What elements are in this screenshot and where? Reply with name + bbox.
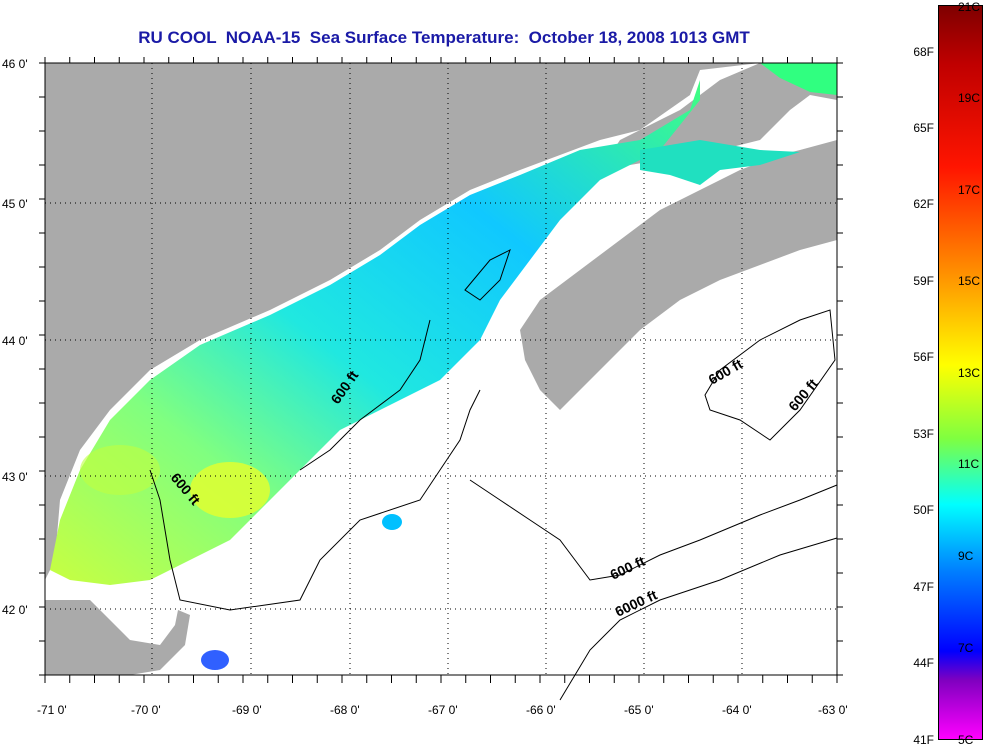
figure-title: RU COOL NOAA-15 Sea Surface Temperature:…: [138, 28, 750, 47]
lon-label-63: -63 0': [818, 703, 848, 717]
cb-label-53f: 53F: [913, 427, 934, 441]
cb-label-13c: 13C: [958, 366, 981, 380]
cb-label-41f: 41F: [913, 733, 934, 747]
cb-label-65f: 65F: [913, 121, 934, 135]
cb-label-50f: 50F: [913, 503, 934, 517]
temperature-colorbar: [938, 5, 983, 740]
cb-label-62f: 62F: [913, 197, 934, 211]
lon-label-65: -65 0': [624, 703, 654, 717]
axis-tick-marks: [39, 57, 843, 683]
lon-label-71: -71 0': [37, 703, 67, 717]
lon-label-69: -69 0': [232, 703, 262, 717]
sst-swath: [50, 63, 837, 670]
lon-label-70: -70 0': [131, 703, 161, 717]
cb-label-56f: 56F: [913, 350, 934, 364]
cb-label-44f: 44F: [913, 656, 934, 670]
lat-label-44: 44 0': [2, 334, 28, 348]
lat-lon-grid: [45, 63, 837, 675]
cb-label-19c: 19C: [958, 91, 981, 105]
lon-label-64: -64 0': [722, 703, 752, 717]
cb-label-59f: 59F: [913, 274, 934, 288]
cb-label-7c: 7C: [958, 641, 974, 655]
lon-labels: -71 0' -70 0' -69 0' -68 0' -67 0' -66 0…: [37, 703, 848, 717]
lat-label-43: 43 0': [2, 470, 28, 484]
lon-label-66: -66 0': [526, 703, 556, 717]
cb-label-11c: 11C: [958, 457, 980, 471]
cb-label-9c: 9C: [958, 549, 974, 563]
cb-label-5c: 5C: [958, 733, 974, 747]
cb-label-21c: 21C: [958, 0, 981, 14]
cb-label-47f: 47F: [913, 580, 934, 594]
lon-label-68: -68 0': [330, 703, 360, 717]
lon-label-67: -67 0': [428, 703, 458, 717]
cb-label-17c: 17C: [958, 183, 981, 197]
lat-label-42: 42 0': [2, 603, 28, 617]
lat-labels: 46 0' 45 0' 44 0' 43 0' 42 0': [2, 57, 28, 617]
cb-label-15c: 15C: [958, 274, 981, 288]
lat-label-45: 45 0': [2, 197, 28, 211]
lat-label-46: 46 0': [2, 57, 28, 71]
depth-contours: [149, 249, 838, 701]
cb-label-68f: 68F: [913, 45, 934, 59]
